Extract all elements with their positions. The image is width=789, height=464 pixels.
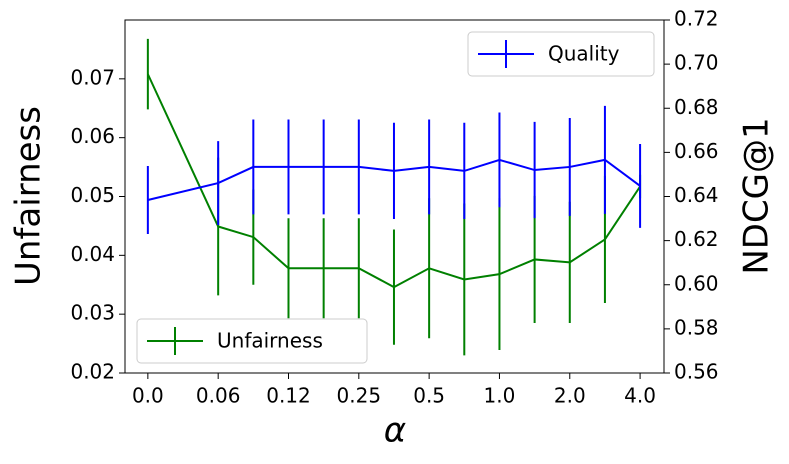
y-axis-label: Unfairness bbox=[9, 106, 49, 286]
series-line bbox=[146, 73, 641, 289]
y2-tick-label: 0.64 bbox=[674, 183, 719, 207]
y2-tick-label: 0.70 bbox=[674, 51, 719, 75]
x-tick-label: 0.12 bbox=[266, 384, 311, 408]
x-tick-label: 0.06 bbox=[196, 384, 241, 408]
y-tick-label: 0.05 bbox=[70, 183, 115, 207]
legend-box bbox=[467, 31, 655, 77]
y2-axis-label: NDCG@1 bbox=[737, 117, 777, 274]
y-tick-label: 0.04 bbox=[70, 242, 115, 266]
y2-tick-label: 0.56 bbox=[674, 360, 719, 384]
y2-tick-label: 0.62 bbox=[674, 227, 719, 251]
y2-tick-label: 0.72 bbox=[674, 7, 719, 31]
x-tick-label: 2.0 bbox=[554, 384, 586, 408]
x-tick-label: 4.0 bbox=[624, 384, 656, 408]
legend-label: Unfairness bbox=[217, 329, 323, 353]
x-tick-label: 1.0 bbox=[484, 384, 516, 408]
y2-tick-label: 0.60 bbox=[674, 271, 719, 295]
y-tick-label: 0.03 bbox=[70, 301, 115, 325]
x-axis-label: α bbox=[384, 411, 406, 451]
series-line bbox=[147, 158, 641, 202]
legend-box bbox=[136, 318, 368, 364]
legend-label: Quality bbox=[548, 42, 620, 66]
y2-tick-label: 0.58 bbox=[674, 315, 719, 339]
x-tick-label: 0.0 bbox=[132, 384, 164, 408]
x-tick-label: 0.25 bbox=[337, 384, 382, 408]
y2-tick-label: 0.68 bbox=[674, 95, 719, 119]
y2-tick-label: 0.66 bbox=[674, 139, 719, 163]
y-tick-label: 0.02 bbox=[70, 360, 115, 384]
y-tick-label: 0.07 bbox=[70, 65, 115, 89]
y-tick-label: 0.06 bbox=[70, 124, 115, 148]
x-tick-label: 0.5 bbox=[413, 384, 445, 408]
